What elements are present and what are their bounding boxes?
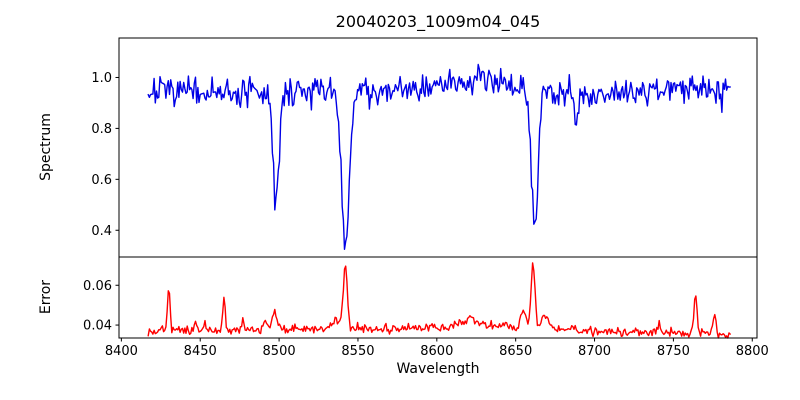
- error-y-tick-label: 0.06: [83, 279, 112, 294]
- spectrum-y-tick-label: 1.0: [91, 71, 112, 86]
- x-tick-label: 8700: [578, 344, 611, 359]
- x-tick-label: 8550: [341, 344, 374, 359]
- x-tick-label: 8450: [184, 344, 217, 359]
- x-tick-label: 8750: [657, 344, 690, 359]
- x-tick-label: 8500: [263, 344, 296, 359]
- x-axis-label: Wavelength: [396, 361, 480, 377]
- spectrum-y-tick-label: 0.8: [91, 122, 112, 137]
- error-line: [147, 262, 731, 339]
- spectrum-axes-frame: [118, 37, 758, 258]
- chart-title: 20040203_1009m04_045: [335, 12, 541, 31]
- error-y-tick-label: 0.04: [83, 319, 112, 334]
- error-axes-frame: [118, 256, 758, 339]
- x-tick-label: 8650: [499, 344, 532, 359]
- x-tick-label: 8800: [736, 344, 769, 359]
- spectrum-y-tick-label: 0.6: [91, 173, 112, 188]
- spectrum-y-tick-label: 0.4: [91, 224, 112, 239]
- spectrum-line: [147, 63, 731, 251]
- x-tick-label: 8400: [105, 344, 138, 359]
- x-tick-label: 8600: [420, 344, 453, 359]
